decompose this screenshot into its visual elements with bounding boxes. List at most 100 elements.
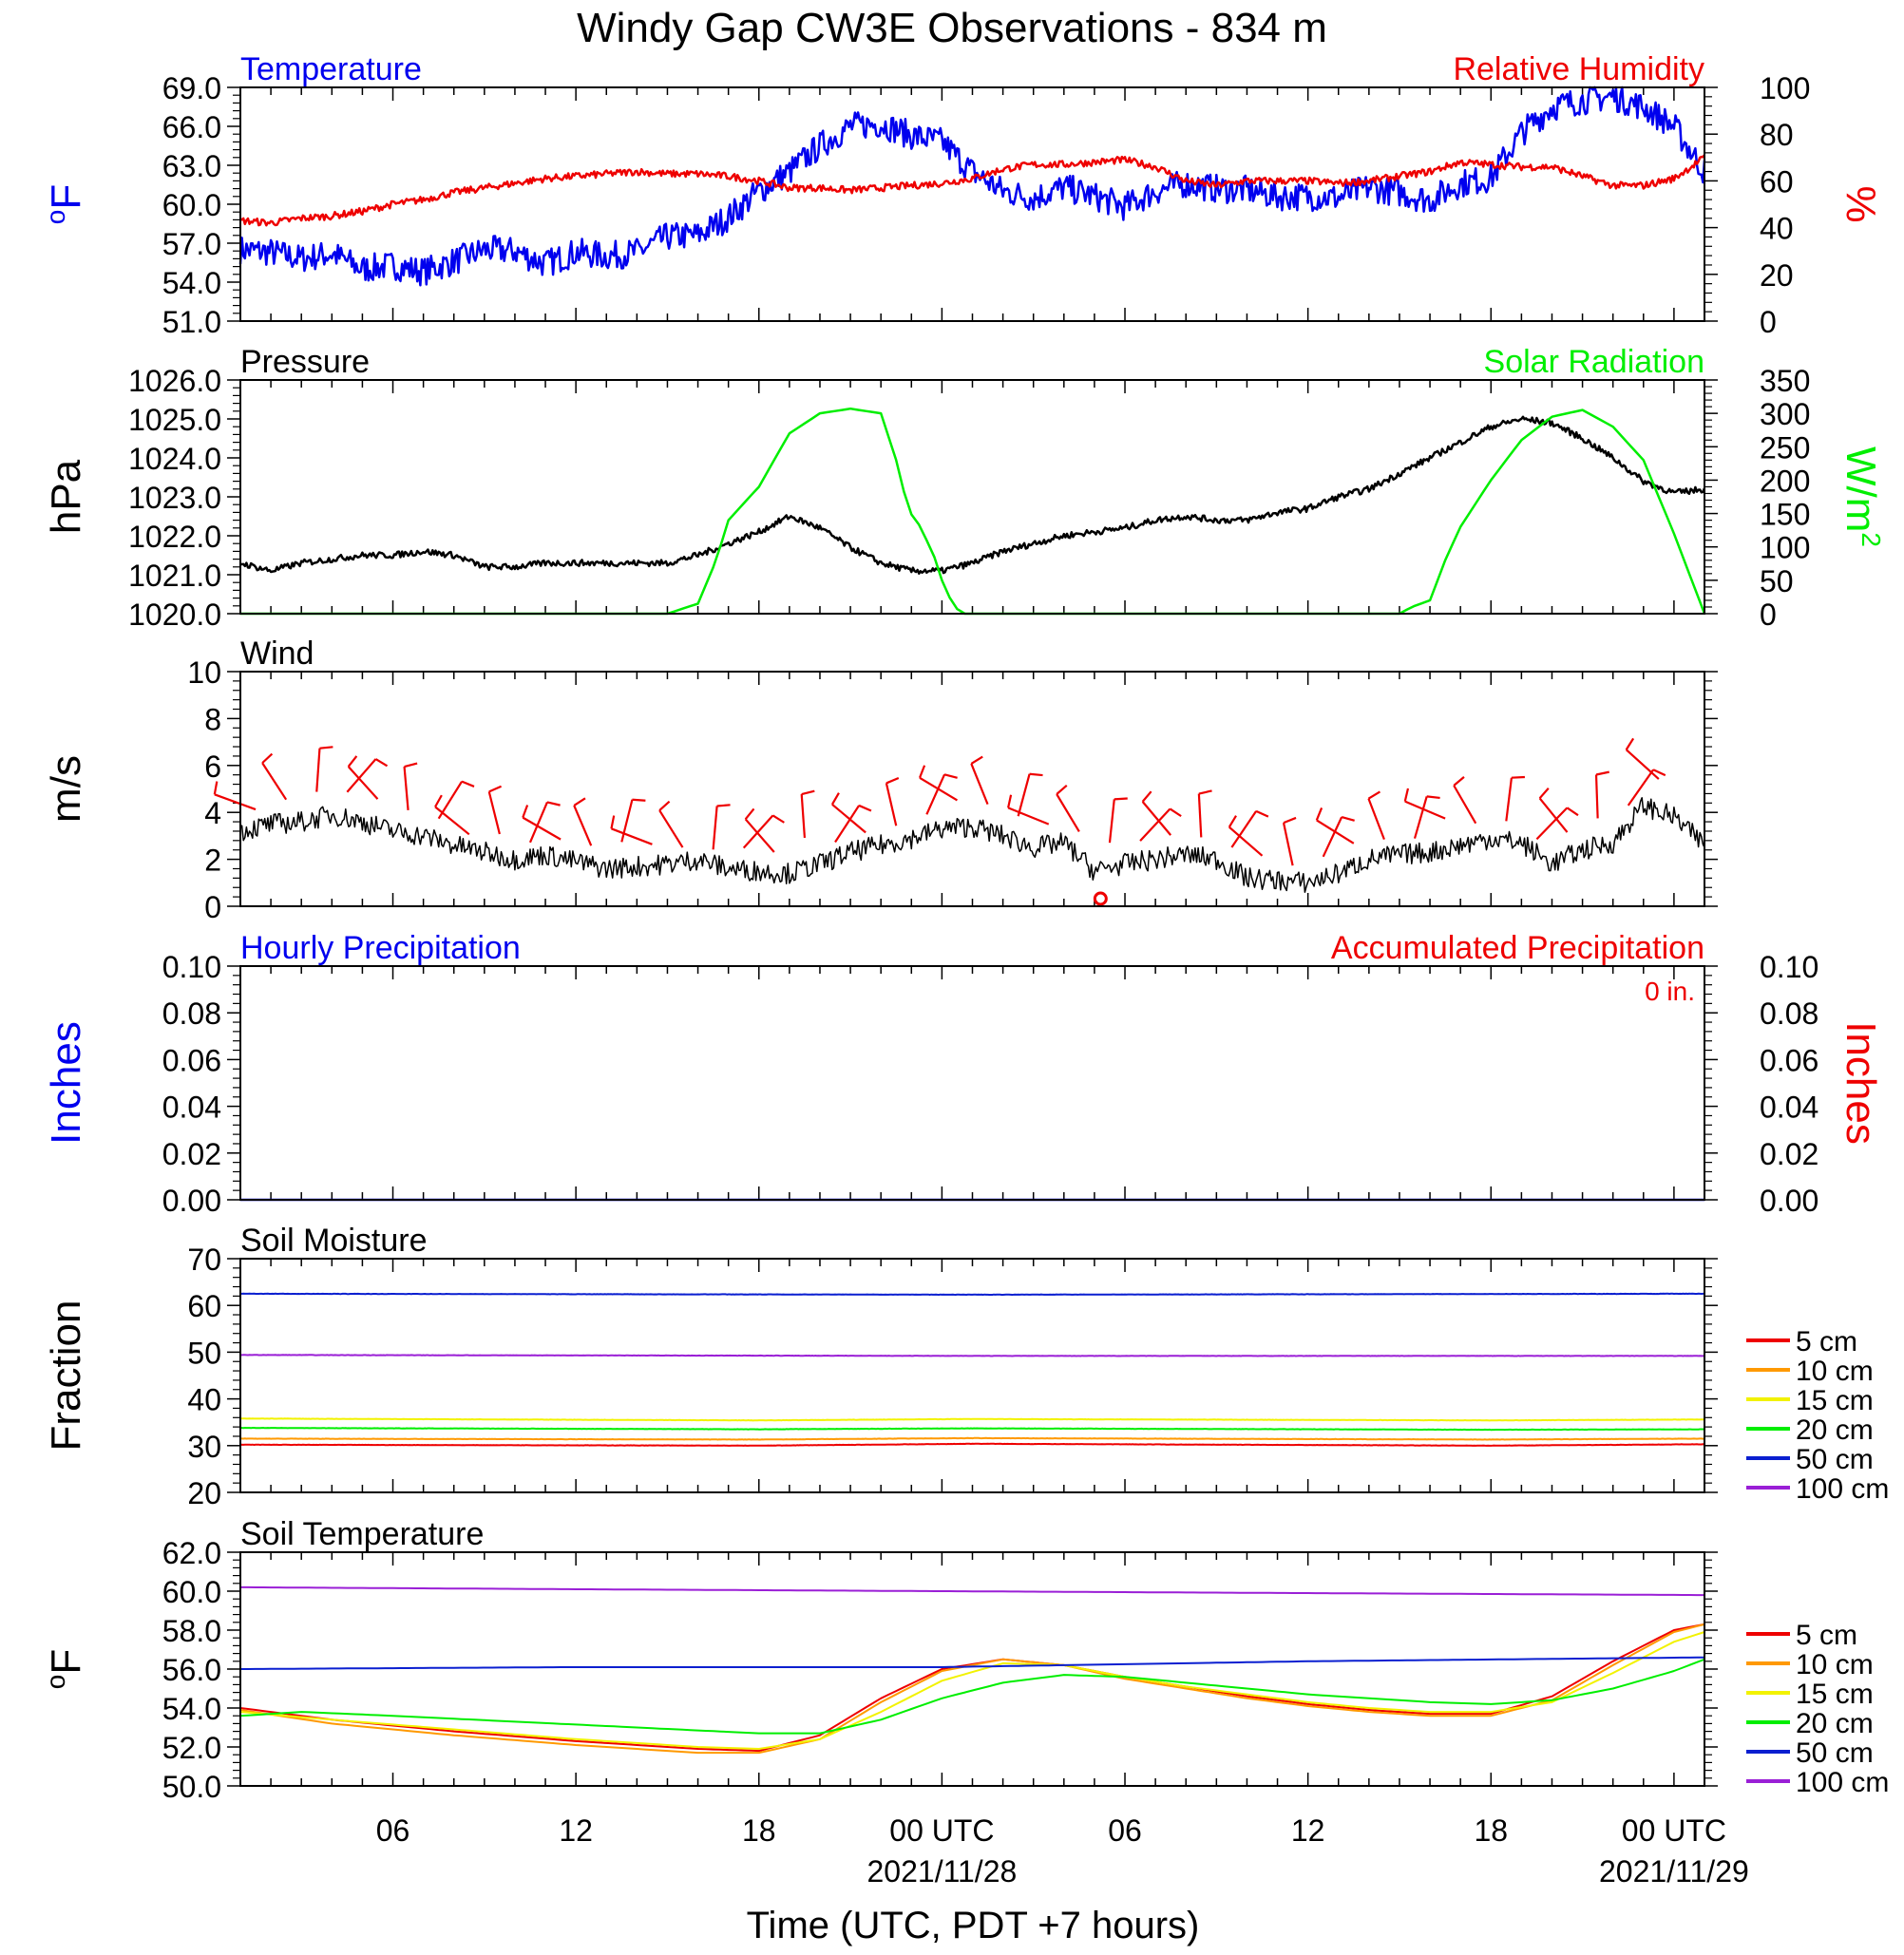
y2-tick-label: 0.02 bbox=[1760, 1137, 1818, 1171]
y2-axis-label: Inches bbox=[1837, 1021, 1884, 1145]
series-line-100-cm bbox=[240, 1585, 1704, 1597]
y-tick-label: 1023.0 bbox=[128, 481, 221, 515]
calm-wind-marker bbox=[1093, 891, 1108, 906]
wind-barb bbox=[1453, 785, 1477, 825]
wind-barb bbox=[1404, 800, 1446, 820]
y-tick-label: 0.06 bbox=[162, 1043, 221, 1077]
wind-barb bbox=[1538, 797, 1569, 833]
wind-barb-flag bbox=[522, 805, 529, 818]
wind-barb-flag bbox=[1595, 770, 1609, 776]
wind-barb-flag bbox=[744, 807, 755, 820]
wind-barb bbox=[885, 783, 898, 826]
panel-frame bbox=[239, 965, 1705, 1201]
wind-barb-flag bbox=[1228, 815, 1237, 828]
series-line-5-cm bbox=[239, 1623, 1705, 1753]
wind-barb bbox=[1625, 749, 1660, 780]
series-line-10-cm bbox=[239, 1623, 1705, 1755]
y-tick-label: 0.10 bbox=[162, 950, 221, 984]
wind-barb-flag bbox=[374, 758, 389, 768]
legend-label: 50 cm bbox=[1796, 1737, 1874, 1769]
y-tick-label: 20 bbox=[187, 1476, 221, 1510]
wind-barb-flag bbox=[1625, 737, 1635, 750]
wind-barb bbox=[261, 762, 288, 801]
wind-barb bbox=[1228, 826, 1264, 857]
y2-tick-label: 0 bbox=[1760, 305, 1777, 339]
y2-tick-label: 0.10 bbox=[1760, 950, 1818, 984]
series-line-1 bbox=[240, 407, 1706, 616]
y2-tick-label: 0.06 bbox=[1760, 1043, 1818, 1077]
wind-barb-flag bbox=[1315, 807, 1323, 821]
y-tick-label: 0.02 bbox=[162, 1137, 221, 1171]
y2-axis-label: % bbox=[1837, 185, 1884, 222]
panel-title-left: Wind bbox=[240, 636, 314, 672]
y2-tick-label: 40 bbox=[1760, 212, 1794, 246]
y2-tick-label: 100 bbox=[1760, 531, 1810, 565]
wind-barb bbox=[742, 814, 774, 849]
wind-barb bbox=[573, 805, 593, 846]
y-tick-label: 0.00 bbox=[162, 1184, 221, 1218]
x-tick-date: 2021/11/29 bbox=[1599, 1854, 1749, 1889]
wind-barb-flag bbox=[716, 804, 731, 807]
y-tick-label: 10 bbox=[187, 655, 221, 690]
wind-barb-flag bbox=[1538, 788, 1550, 800]
wind-barb-flag bbox=[573, 797, 586, 807]
wind-barb-flag bbox=[1341, 816, 1355, 822]
wind-barb bbox=[1056, 793, 1080, 832]
y2-tick-label: 350 bbox=[1760, 364, 1810, 398]
x-tick-label: 00 UTC bbox=[889, 1813, 994, 1848]
y2-tick-label: 100 bbox=[1760, 71, 1810, 105]
wind-barb-flag bbox=[1283, 816, 1297, 825]
y2-tick-label: 0.04 bbox=[1760, 1091, 1818, 1125]
y2-tick-label: 0.08 bbox=[1760, 996, 1818, 1031]
wind-barb-flag bbox=[1566, 807, 1579, 817]
legend-label: 10 cm bbox=[1796, 1649, 1874, 1680]
wind-barb-flag bbox=[319, 746, 333, 750]
wind-barb bbox=[1282, 822, 1294, 866]
wind-barb bbox=[1141, 801, 1172, 836]
panel-frame bbox=[239, 1551, 1705, 1787]
wind-barb-flag bbox=[1255, 809, 1269, 818]
y-axis-label: Inches bbox=[43, 1021, 89, 1145]
wind-barb-flag bbox=[943, 773, 958, 779]
y-tick-label: 56.0 bbox=[162, 1653, 221, 1687]
panel-title-right: Solar Radiation bbox=[1484, 344, 1704, 380]
wind-barb bbox=[528, 801, 548, 844]
y-tick-label: 4 bbox=[204, 796, 221, 830]
panel-press: 1020.0 1021.0 1022.0 1023.0 1024.0 1025.0 1026… bbox=[43, 344, 1886, 632]
y-tick-label: 51.0 bbox=[162, 305, 221, 339]
y-tick-label: 0 bbox=[204, 890, 221, 924]
wind-barb bbox=[834, 805, 861, 844]
wind-barb-flag bbox=[461, 780, 475, 788]
wind-barb bbox=[434, 806, 470, 836]
panel-precip: 0.00 0.02 0.04 0.06 0.08 0.10 0.00 0.02 0.04 0.06… bbox=[43, 930, 1884, 1218]
panel-title-right: Accumulated Precipitation bbox=[1331, 930, 1704, 966]
panel-frame bbox=[239, 1258, 1705, 1493]
wind-barb bbox=[487, 791, 501, 835]
wind-barb-flag bbox=[1007, 794, 1013, 808]
legend-label: 15 cm bbox=[1796, 1385, 1874, 1416]
wind-barb bbox=[403, 766, 409, 811]
y-tick-label: 60 bbox=[187, 1289, 221, 1323]
accumulated-total: 0 in. bbox=[1645, 977, 1695, 1006]
y-tick-label: 8 bbox=[204, 702, 221, 736]
wind-barb-flag bbox=[1198, 789, 1212, 795]
series-line-15-cm bbox=[239, 1417, 1705, 1422]
x-axis: 06 12 18 00 UTC 2021/11/28 06 12 18 00 UTC 2021/1… bbox=[376, 1813, 1749, 1889]
panel-wind: 0 2 4 6 8 10 Wind m/s bbox=[43, 636, 1718, 924]
wind-barb-flag bbox=[1652, 769, 1666, 777]
wind-barb-flag bbox=[1367, 790, 1381, 800]
wind-barb-flag bbox=[858, 804, 872, 812]
x-tick-label: 18 bbox=[742, 1813, 776, 1848]
panels: 51.054.057.060.063.066.069.0020406080100… bbox=[41, 51, 1889, 1804]
wind-barb bbox=[315, 748, 321, 792]
wind-barb-flag bbox=[885, 776, 900, 785]
panel-title-left: Temperature bbox=[240, 51, 422, 87]
wind-barb bbox=[744, 818, 775, 853]
y-axis-label: oF bbox=[41, 1649, 89, 1689]
wind-barb-flag bbox=[1426, 795, 1440, 800]
panel-temp: 51.0 54.0 57.0 60.0 63.0 66.0 69.0 0 20 40 60 80 100… bbox=[41, 51, 1884, 339]
y-tick-label: 1022.0 bbox=[128, 520, 221, 554]
y-tick-label: 0.08 bbox=[162, 996, 221, 1031]
x-axis-label: Time (UTC, PDT +7 hours) bbox=[747, 1905, 1200, 1946]
